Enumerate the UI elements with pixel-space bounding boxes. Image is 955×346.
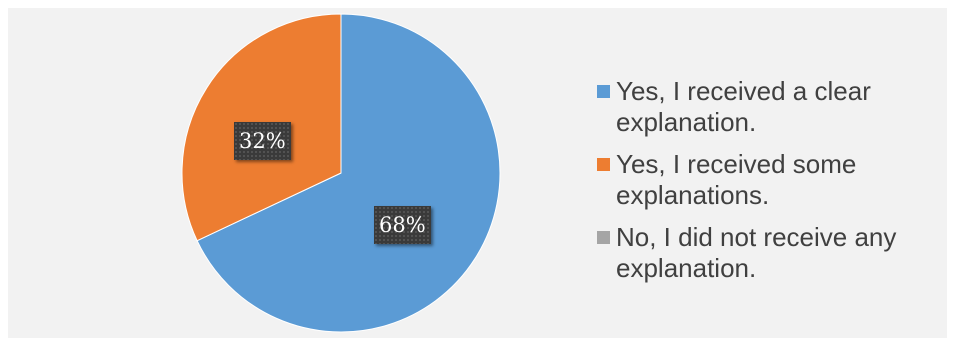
legend: Yes, I received a clear explanation. Yes… (596, 76, 941, 295)
data-label-slice-0: 68% (374, 206, 431, 244)
legend-swatch-2 (597, 231, 610, 244)
legend-item-1: Yes, I received some explanations. (596, 149, 941, 211)
data-label-slice-1: 32% (234, 122, 291, 160)
legend-swatch-1 (597, 158, 610, 171)
legend-swatch-0 (597, 85, 610, 98)
legend-label-0: Yes, I received a clear explanation. (616, 76, 871, 137)
legend-item-2: No, I did not receive any explanation. (596, 222, 941, 284)
pie-slice-0 (196, 13, 501, 333)
legend-item-0: Yes, I received a clear explanation. (596, 76, 941, 138)
legend-label-1: Yes, I received some explanations. (616, 149, 857, 210)
legend-label-2: No, I did not receive any explanation. (616, 222, 897, 283)
chart-area: 68% 32% Yes, I received a clear explanat… (8, 8, 947, 338)
